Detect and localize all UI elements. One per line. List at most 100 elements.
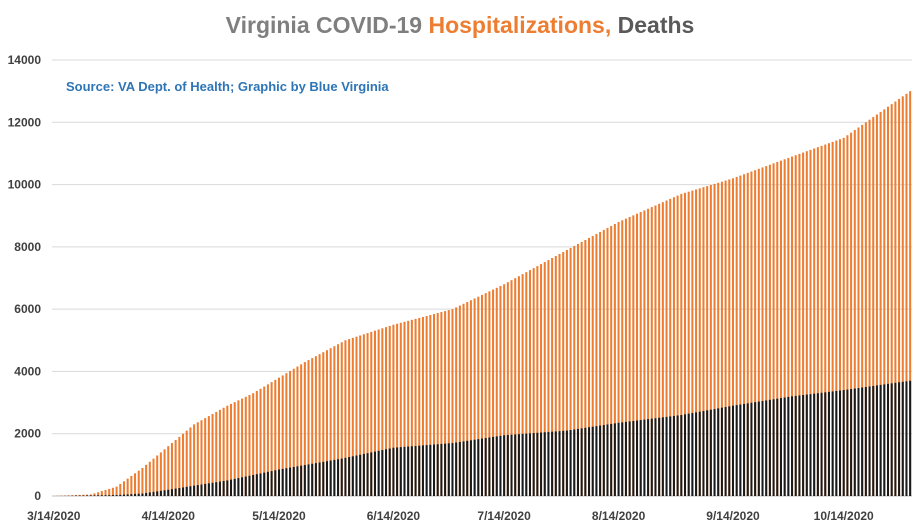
bar: [687, 191, 690, 496]
bar: [292, 466, 295, 496]
bar: [222, 407, 225, 496]
bar: [717, 408, 720, 496]
bar: [248, 395, 251, 496]
bar: [606, 227, 609, 496]
bar: [864, 387, 867, 496]
bar: [300, 465, 303, 496]
bar: [222, 481, 225, 496]
bar: [492, 436, 495, 496]
bar: [565, 430, 568, 496]
bar: [215, 411, 218, 496]
bar: [130, 475, 133, 496]
bar: [429, 314, 432, 496]
bar: [588, 237, 591, 496]
bar: [244, 396, 247, 496]
bar: [89, 495, 92, 496]
bar: [480, 294, 484, 496]
bar: [244, 476, 247, 496]
bar: [193, 424, 196, 496]
bar: [779, 398, 782, 496]
bar: [599, 231, 602, 496]
bar: [307, 464, 310, 496]
bar: [230, 479, 233, 496]
bar: [366, 333, 369, 496]
bar: [255, 391, 258, 496]
bar: [119, 483, 122, 496]
bar: [628, 217, 631, 496]
bar: [617, 221, 620, 496]
bar: [167, 446, 170, 496]
bar: [425, 315, 428, 496]
bar: [381, 450, 384, 496]
bar: [521, 433, 524, 496]
bar: [104, 495, 107, 496]
bar: [174, 439, 177, 496]
bar: [735, 405, 738, 496]
bar: [93, 493, 96, 496]
bar: [333, 346, 336, 496]
bar: [270, 382, 273, 496]
bar: [170, 489, 173, 496]
bar: [337, 344, 340, 496]
bar: [743, 174, 746, 496]
bar: [883, 109, 886, 496]
bar: [728, 179, 731, 496]
bar: [111, 487, 114, 496]
y-tick-label: 12000: [8, 115, 42, 129]
y-axis: 0 2000 4000 6000 8000 10000 12000 14000: [8, 53, 42, 503]
y-tick-label: 6000: [14, 302, 41, 316]
x-tick-label: 8/14/2020: [592, 509, 646, 523]
y-tick-label: 0: [34, 489, 41, 503]
bar: [134, 493, 137, 496]
bar: [805, 394, 808, 496]
bar: [724, 407, 727, 496]
bar: [543, 432, 546, 496]
bar: [820, 392, 823, 496]
bar: [344, 457, 347, 496]
bar: [495, 287, 498, 496]
bar: [156, 491, 159, 496]
bar: [318, 354, 321, 496]
bar: [824, 144, 827, 496]
bar: [894, 382, 897, 496]
bar: [211, 413, 214, 496]
bar: [809, 149, 812, 496]
bar: [743, 403, 746, 496]
bar: [517, 434, 520, 496]
bar: [355, 336, 358, 496]
bar: [576, 428, 579, 496]
bar: [798, 153, 801, 496]
bar: [421, 316, 424, 496]
bar: [322, 461, 325, 496]
bar: [735, 176, 738, 497]
bar: [263, 386, 266, 496]
bar: [174, 488, 177, 496]
bar: [414, 445, 417, 496]
y-tick-label: 8000: [14, 240, 41, 254]
bar: [211, 482, 214, 496]
bar: [831, 141, 834, 497]
bar: [676, 415, 679, 496]
bar: [480, 438, 484, 496]
bar: [576, 243, 579, 496]
bar: [477, 296, 480, 496]
bar: [698, 188, 701, 496]
bar: [739, 175, 742, 496]
bar: [410, 319, 413, 496]
bar: [868, 386, 871, 496]
bar: [141, 467, 144, 496]
bar: [536, 432, 539, 496]
bar: [595, 426, 598, 496]
bar: [654, 205, 657, 496]
bar: [126, 478, 129, 496]
bar: [835, 140, 838, 496]
bar: [104, 489, 107, 496]
bar: [333, 459, 336, 496]
bar: [776, 398, 779, 496]
bar: [827, 391, 830, 496]
bar: [488, 437, 491, 496]
bar: [185, 430, 188, 496]
bar: [768, 164, 771, 496]
bar: [440, 443, 443, 496]
bar: [447, 443, 450, 496]
